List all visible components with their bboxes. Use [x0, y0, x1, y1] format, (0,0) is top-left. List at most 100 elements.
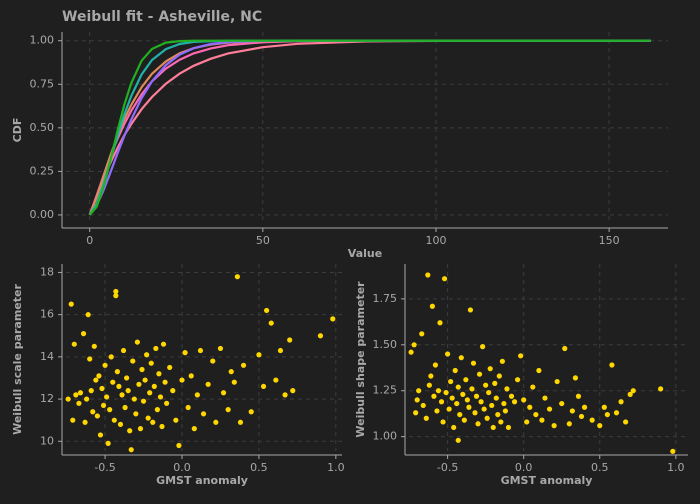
scatter-point: [437, 320, 443, 326]
scatter-point: [448, 378, 454, 385]
x-axis-label: Value: [348, 247, 382, 260]
scatter-point: [87, 356, 93, 362]
y-tick-label: 12: [40, 392, 54, 405]
scatter-point: [438, 399, 445, 405]
scatter-point: [466, 404, 472, 410]
scatter-point: [70, 417, 76, 423]
scatter-point: [191, 426, 197, 432]
scatter-point: [176, 442, 182, 449]
scatter-point: [154, 407, 160, 413]
scatter-point: [458, 355, 464, 361]
scatter-point: [473, 393, 480, 399]
x-tick-label: -0.5: [94, 461, 115, 474]
scatter-point: [170, 388, 176, 394]
scatter-point: [290, 388, 296, 394]
y-tick-label: 1.50: [373, 338, 398, 351]
scatter-point: [429, 303, 435, 309]
scatter-point: [452, 367, 458, 374]
scatter-point: [569, 408, 575, 414]
scatter-point: [200, 411, 207, 417]
scatter-point: [140, 398, 147, 404]
scatter-point: [492, 380, 498, 386]
scatter-point: [455, 437, 461, 443]
scatter-point: [213, 419, 219, 425]
scatter-point: [589, 417, 595, 423]
scatter-point: [240, 362, 247, 368]
y-tick-label: 1.25: [373, 384, 398, 397]
scatter-point: [604, 411, 610, 418]
scatter-point: [566, 421, 572, 427]
x-axis-label: GMST anomaly: [501, 474, 593, 487]
scatter-point: [504, 386, 510, 392]
scatter-point: [524, 419, 530, 425]
scatter-point: [487, 366, 493, 372]
y-tick-label: 1.00: [30, 34, 55, 47]
y-axis-label: Weibull scale parameter: [11, 284, 24, 435]
scatter-point: [463, 377, 469, 383]
scatter-point: [104, 394, 110, 400]
scatter-point: [449, 395, 455, 401]
scatter-point: [76, 400, 82, 406]
scatter-point: [94, 413, 100, 419]
x-tick-label: 50: [256, 234, 270, 247]
scatter-point: [413, 410, 419, 416]
scatter-point: [100, 402, 107, 409]
scatter-point: [260, 383, 267, 390]
scatter-point: [317, 333, 324, 339]
scatter-point: [205, 381, 211, 387]
scatter-point: [562, 345, 568, 352]
y-tick-label: 0.00: [30, 208, 55, 221]
scatter-point: [99, 385, 105, 392]
scatter-point: [618, 399, 624, 405]
scatter-point: [273, 377, 279, 383]
scatter-point: [609, 362, 615, 368]
y-axis-label: Weibull shape parameter: [354, 281, 367, 438]
scatter-point: [551, 423, 557, 429]
scatter-point: [153, 345, 159, 352]
y-tick-label: 1.00: [373, 430, 398, 443]
scatter-point: [162, 379, 168, 385]
scatter-point: [134, 339, 140, 345]
x-tick-label: 0.0: [515, 461, 533, 474]
scatter-point: [443, 389, 449, 396]
y-tick-label: 14: [40, 350, 54, 363]
scatter-point: [521, 397, 527, 403]
scatter-point: [137, 426, 144, 432]
y-tick-label: 10: [40, 434, 54, 447]
scatter-point: [575, 393, 582, 399]
y-tick-label: 1.75: [373, 292, 398, 305]
scatter-point: [530, 384, 536, 390]
scatter-point: [151, 383, 157, 390]
scatter-point: [533, 411, 539, 418]
scatter-point: [441, 276, 448, 282]
x-tick-label: 150: [599, 234, 620, 247]
scatter-point: [499, 358, 505, 364]
scatter-point: [514, 377, 521, 383]
y-tick-label: 16: [40, 308, 54, 321]
scatter-point: [107, 407, 113, 413]
scatter-point: [264, 307, 270, 314]
scatter-point: [127, 428, 133, 434]
scatter-point: [234, 274, 240, 280]
scatter-point: [559, 400, 565, 407]
y-tick-label: 0.50: [30, 121, 55, 134]
scatter-point: [420, 402, 426, 409]
scatter-point: [423, 415, 429, 421]
scatter-point: [527, 404, 533, 410]
scatter-point: [426, 382, 432, 388]
scatter-point: [470, 360, 477, 366]
scatter-point: [518, 353, 524, 359]
scatter-point: [451, 424, 457, 431]
y-tick-label: 18: [40, 265, 54, 278]
x-tick-label: 1.0: [327, 461, 345, 474]
scatter-point: [460, 391, 466, 397]
x-axis-label: GMST anomaly: [156, 474, 248, 487]
scatter-point: [432, 362, 439, 368]
scatter-point: [73, 392, 79, 398]
scatter-point: [542, 395, 548, 401]
scatter-point: [476, 371, 483, 377]
scatter-point: [539, 417, 545, 423]
scatter-point: [431, 393, 437, 399]
scatter-point: [248, 409, 254, 415]
scatter-point: [457, 411, 463, 418]
